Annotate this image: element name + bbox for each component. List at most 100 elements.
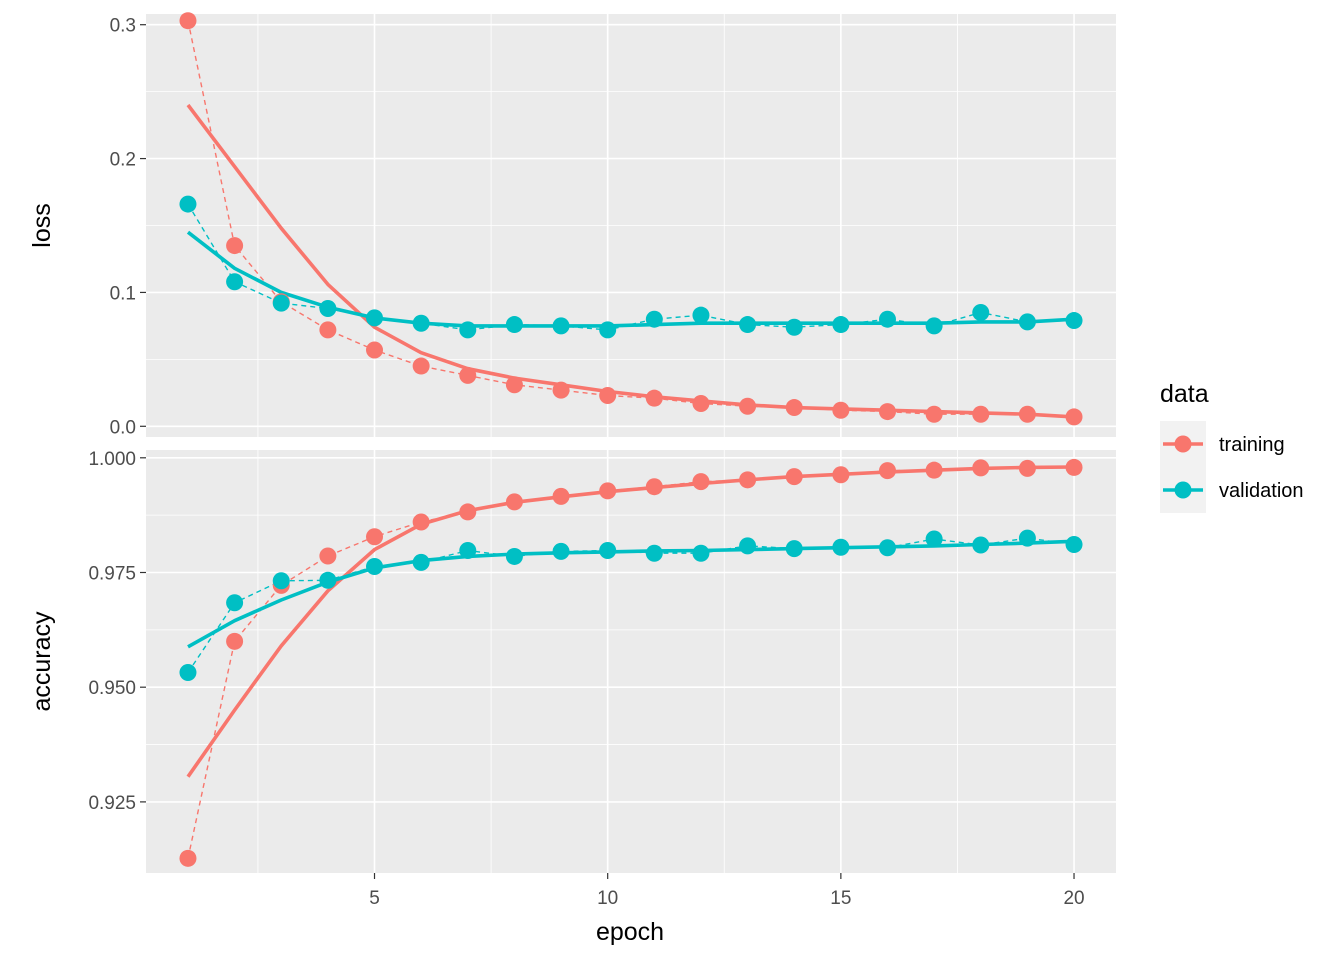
data-point-training: [878, 403, 896, 421]
data-point-training: [552, 381, 570, 399]
data-point-training: [179, 12, 197, 30]
data-point-validation: [832, 538, 850, 556]
y-tick-label: 0.2: [110, 150, 136, 171]
data-point-training: [645, 389, 663, 407]
data-point-validation: [878, 310, 896, 328]
data-point-validation: [925, 317, 943, 335]
x-tick-label: 10: [597, 888, 618, 909]
data-point-training: [179, 849, 197, 867]
y-axis-title-accuracy: accuracy: [28, 611, 56, 712]
x-axis: 5 10 15 20: [369, 873, 1085, 909]
legend-label-training: training: [1219, 434, 1285, 456]
data-point-validation: [319, 299, 337, 317]
data-point-training: [925, 461, 943, 479]
data-point-validation: [366, 558, 384, 576]
data-point-training: [226, 237, 244, 255]
data-point-validation: [1065, 536, 1083, 554]
data-point-validation: [645, 544, 663, 562]
data-point-validation: [552, 542, 570, 560]
legend-label-validation: validation: [1219, 480, 1304, 502]
data-point-validation: [505, 316, 523, 334]
data-point-validation: [319, 571, 337, 589]
data-point-validation: [645, 310, 663, 328]
data-point-training: [785, 399, 803, 417]
data-point-validation: [785, 318, 803, 336]
data-point-training: [459, 366, 477, 384]
data-point-training: [739, 471, 757, 489]
data-point-validation: [505, 547, 523, 565]
data-point-validation: [739, 316, 757, 334]
data-point-training: [366, 341, 384, 359]
y-tick-label: 0.925: [88, 793, 136, 814]
data-point-validation: [832, 316, 850, 334]
data-point-validation: [972, 536, 990, 554]
legend-key-point: [1174, 435, 1192, 453]
data-point-validation: [1018, 529, 1036, 547]
data-point-validation: [599, 541, 617, 559]
data-point-training: [645, 478, 663, 496]
data-point-training: [599, 482, 617, 500]
data-point-training: [459, 503, 477, 521]
data-point-training: [226, 632, 244, 650]
data-point-training: [925, 405, 943, 423]
data-point-training: [412, 513, 430, 531]
chart-panels: 0.0 0.1 0.2 0.3 loss 0.925 0.950 0.975 1.000 accu…: [28, 12, 1116, 909]
data-point-validation: [179, 195, 197, 213]
data-point-training: [692, 395, 710, 413]
data-point-validation: [459, 541, 477, 559]
data-point-validation: [412, 314, 430, 332]
data-point-training: [552, 487, 570, 505]
data-point-training: [832, 466, 850, 484]
data-point-training: [505, 493, 523, 511]
panel-loss: 0.0 0.1 0.2 0.3 loss: [28, 12, 1116, 438]
data-point-validation: [179, 664, 197, 682]
x-tick-label: 15: [830, 888, 851, 909]
panel-accuracy: 0.925 0.950 0.975 1.000 accuracy: [28, 449, 1116, 873]
data-point-training: [599, 387, 617, 405]
x-tick-label: 20: [1063, 888, 1084, 909]
data-point-validation: [272, 294, 290, 312]
data-point-training: [1065, 408, 1083, 426]
data-point-validation: [692, 544, 710, 562]
data-point-validation: [785, 540, 803, 558]
data-point-validation: [692, 306, 710, 324]
data-point-validation: [878, 539, 896, 557]
data-point-validation: [412, 553, 430, 571]
data-point-validation: [366, 309, 384, 327]
data-point-validation: [1018, 313, 1036, 331]
data-point-validation: [459, 321, 477, 339]
data-point-validation: [552, 317, 570, 335]
x-tick-label: 5: [369, 888, 380, 909]
data-point-training: [785, 468, 803, 486]
data-point-training: [832, 401, 850, 419]
legend: data training validation: [1160, 380, 1304, 513]
y-tick-label: 0.1: [110, 283, 136, 304]
data-point-validation: [972, 304, 990, 322]
data-point-training: [972, 459, 990, 477]
legend-title: data: [1160, 380, 1209, 408]
data-point-training: [1018, 459, 1036, 477]
y-tick-label: 1.000: [88, 449, 136, 470]
data-point-validation: [226, 594, 244, 612]
x-axis-title: epoch: [596, 918, 664, 946]
data-point-training: [1018, 405, 1036, 423]
data-point-training: [972, 405, 990, 423]
data-point-training: [878, 462, 896, 480]
data-point-training: [739, 397, 757, 415]
y-tick-label: 0.3: [110, 16, 136, 37]
data-point-validation: [272, 572, 290, 590]
y-tick-label: 0.950: [88, 678, 136, 699]
y-axis-title-loss: loss: [28, 203, 56, 247]
data-point-training: [319, 321, 337, 339]
data-point-training: [366, 528, 384, 546]
y-tick-label: 0.0: [110, 417, 136, 438]
data-point-validation: [739, 537, 757, 555]
data-point-training: [319, 547, 337, 565]
data-point-validation: [226, 273, 244, 291]
data-point-validation: [925, 530, 943, 548]
legend-key-point: [1174, 481, 1192, 499]
data-point-training: [692, 473, 710, 491]
y-tick-label: 0.975: [88, 563, 136, 584]
panel-background: [146, 450, 1116, 873]
